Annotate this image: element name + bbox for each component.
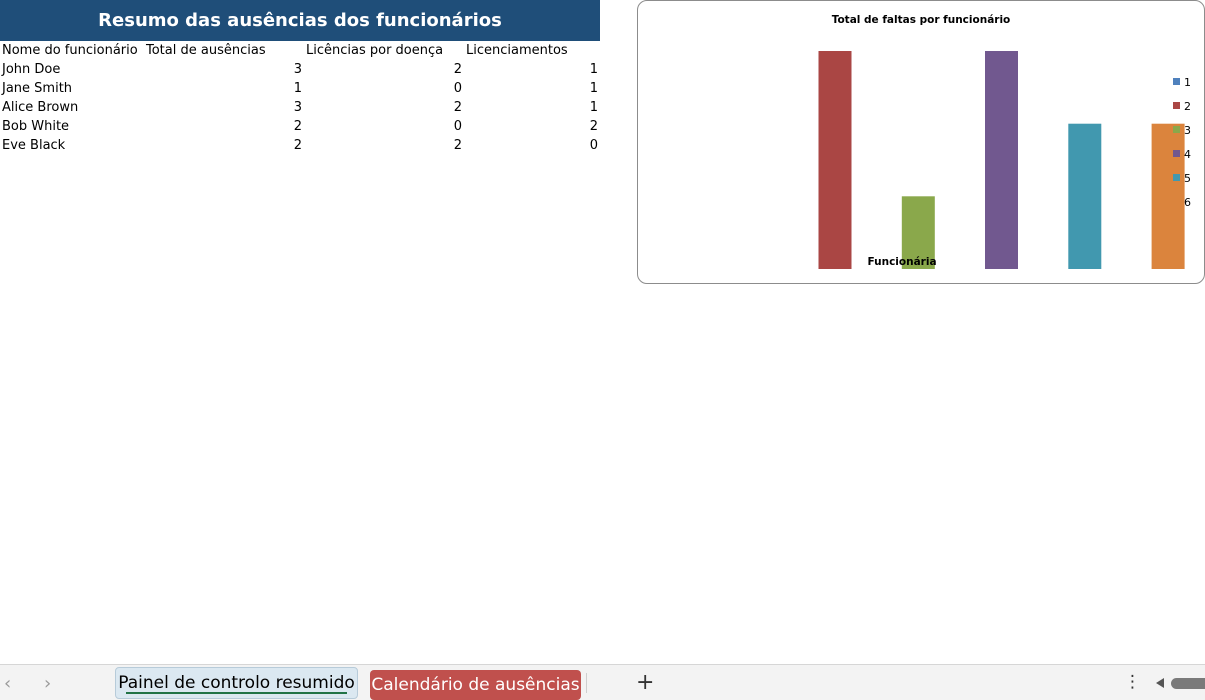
chart-bar-2[interactable] (818, 51, 852, 269)
legend-label-1: 1 (1184, 76, 1191, 89)
leaves-cell[interactable]: 0 (589, 138, 598, 153)
more-options-icon[interactable]: ⋮ (1124, 672, 1141, 692)
leaves-cell[interactable]: 1 (589, 100, 598, 115)
employee-name-cell[interactable]: John Doe (2, 62, 61, 77)
table-row: Eve Black 2 2 0 (0, 136, 600, 155)
tab-absence-calendar[interactable]: Calendário de ausências (370, 670, 581, 700)
chart-x-axis-label: Funcionária (867, 256, 936, 268)
legend-swatch-6 (1173, 198, 1180, 205)
total-absences-cell[interactable]: 2 (293, 119, 302, 134)
leaves-cell[interactable]: 2 (589, 119, 598, 134)
leaves-cell[interactable]: 1 (589, 62, 598, 77)
chart-bars (818, 51, 1185, 269)
absences-chart[interactable]: Total de faltas por funcionário Funcioná… (637, 0, 1205, 284)
horizontal-scrollbar-thumb[interactable] (1171, 678, 1205, 689)
table-row: Jane Smith 1 0 1 (0, 79, 600, 98)
legend-label-5: 5 (1184, 172, 1191, 185)
tab-summary-dashboard-label: Painel de controlo resumido (118, 673, 355, 693)
legend-label-4: 4 (1184, 148, 1191, 161)
legend-swatch-3 (1173, 126, 1180, 133)
total-absences-cell[interactable]: 3 (293, 62, 302, 77)
chart-legend: 1 2 3 4 5 6 (1173, 76, 1191, 209)
tab-absence-calendar-label: Calendário de ausências (371, 675, 580, 695)
total-absences-cell[interactable]: 3 (293, 100, 302, 115)
legend-label-3: 3 (1184, 124, 1191, 137)
scroll-left-icon[interactable] (1156, 678, 1164, 688)
chart-canvas: Total de faltas por funcionário Funcioná… (818, 14, 1191, 269)
legend-label-6: 6 (1184, 196, 1191, 209)
sheet-tab-bar: ‹ › Painel de controlo resumido Calendár… (0, 664, 1205, 700)
active-tab-underline (126, 692, 347, 694)
sick-leave-cell[interactable]: 2 (453, 100, 462, 115)
legend-swatch-2 (1173, 102, 1180, 109)
table-header-row: Nome do funcionário Total de ausências L… (0, 41, 600, 60)
chart-bar-6[interactable] (1151, 123, 1185, 269)
employee-name-cell[interactable]: Eve Black (2, 138, 66, 153)
add-sheet-icon[interactable]: + (636, 670, 655, 695)
chart-bar-3[interactable] (901, 196, 935, 269)
sick-leave-cell[interactable]: 2 (453, 138, 462, 153)
employee-name-cell[interactable]: Bob White (2, 119, 70, 134)
legend-swatch-1 (1173, 78, 1180, 85)
total-absences-cell[interactable]: 2 (293, 138, 302, 153)
sick-leave-cell[interactable]: 2 (453, 62, 462, 77)
table-row: John Doe 3 2 1 (0, 60, 600, 79)
legend-swatch-4 (1173, 150, 1180, 157)
employee-name-cell[interactable]: Alice Brown (2, 100, 79, 115)
tab-divider (586, 673, 587, 693)
total-absences-cell[interactable]: 1 (293, 81, 302, 96)
page-title: Resumo das ausências dos funcionários (0, 0, 600, 41)
header-sick-leave[interactable]: Licências por doença (306, 43, 444, 58)
chart-bar-4[interactable] (985, 51, 1018, 269)
table-row: Alice Brown 3 2 1 (0, 98, 600, 117)
chart-title: Total de faltas por funcionário (832, 14, 1011, 26)
next-sheet-icon[interactable]: › (44, 673, 52, 694)
header-total-absences[interactable]: Total de ausências (146, 43, 266, 58)
header-leaves[interactable]: Licenciamentos (466, 43, 568, 58)
header-employee-name[interactable]: Nome do funcionário (2, 43, 138, 58)
chart-bar-5[interactable] (1068, 123, 1102, 269)
legend-swatch-5 (1173, 174, 1180, 181)
legend-label-2: 2 (1184, 100, 1191, 113)
table-row: Bob White 2 0 2 (0, 117, 600, 136)
previous-sheet-icon[interactable]: ‹ (4, 673, 12, 694)
leaves-cell[interactable]: 1 (589, 81, 598, 96)
sick-leave-cell[interactable]: 0 (453, 119, 462, 134)
sick-leave-cell[interactable]: 0 (453, 81, 462, 96)
tab-summary-dashboard[interactable]: Painel de controlo resumido (115, 667, 358, 699)
absence-summary-table: Nome do funcionário Total de ausências L… (0, 41, 600, 155)
employee-name-cell[interactable]: Jane Smith (2, 81, 73, 96)
